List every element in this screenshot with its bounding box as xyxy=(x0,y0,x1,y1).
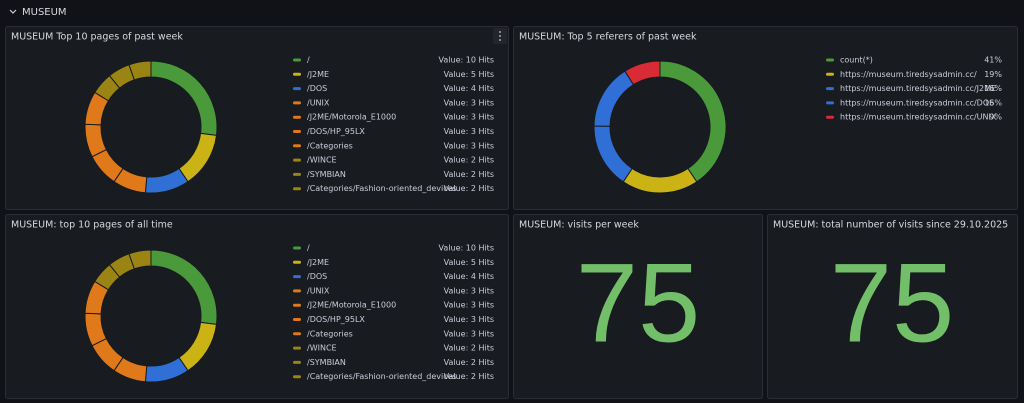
panel-title: MUSEUM: visits per week xyxy=(519,220,639,231)
stat-value: 75 xyxy=(576,241,701,366)
legend-swatch xyxy=(826,87,834,91)
legend-value: Value: 3 Hits xyxy=(444,329,494,338)
legend-value: Value: 3 Hits xyxy=(444,301,494,310)
legend-label: https://museum.tiredsysadmin.cc/ xyxy=(840,70,977,79)
legend-label: /Categories xyxy=(307,329,353,338)
legend-label: /UNIX xyxy=(307,286,330,295)
legend-value: Value: 2 Hits xyxy=(444,344,494,353)
legend-value: Value: 5 Hits xyxy=(444,70,494,79)
section-title[interactable]: MUSEUM xyxy=(22,7,67,18)
legend-label: count(*) xyxy=(840,56,873,65)
legend-label: https://museum.tiredsysadmin.cc/UNIX xyxy=(840,113,997,122)
legend-value: 16% xyxy=(984,84,1002,93)
menu-dot xyxy=(499,39,501,41)
legend-swatch xyxy=(826,101,834,105)
legend-swatch xyxy=(293,318,301,321)
legend-value: 19% xyxy=(984,70,1002,79)
legend-value: 41% xyxy=(984,56,1002,65)
legend-label: /J2ME/Motorola_E1000 xyxy=(307,113,396,122)
panel xyxy=(5,26,509,210)
legend-label: / xyxy=(307,56,310,65)
legend-value: Value: 2 Hits xyxy=(444,184,494,193)
legend-value: Value: 2 Hits xyxy=(444,156,494,165)
legend-swatch xyxy=(293,260,301,264)
menu-dot xyxy=(499,35,501,37)
legend-label: /J2ME/Motorola_E1000 xyxy=(307,301,396,310)
legend-swatch xyxy=(293,87,301,91)
panel xyxy=(5,214,509,399)
legend-label: / xyxy=(307,244,310,253)
legend-swatch xyxy=(293,303,301,307)
legend-swatch xyxy=(293,101,301,105)
legend-swatch xyxy=(293,360,301,364)
legend-swatch xyxy=(826,58,834,62)
legend-swatch xyxy=(293,58,301,62)
legend-label: /J2ME xyxy=(307,70,329,79)
legend-swatch xyxy=(826,72,834,76)
legend-value: Value: 10 Hits xyxy=(439,56,494,65)
legend-value: Value: 3 Hits xyxy=(444,286,494,295)
legend-label: /SYMBIAN xyxy=(307,170,346,179)
legend-value: Value: 4 Hits xyxy=(444,84,494,93)
legend-swatch xyxy=(293,346,301,350)
legend-swatch xyxy=(293,172,301,176)
legend-label: /DOS/HP_95LX xyxy=(307,127,365,136)
legend-swatch xyxy=(293,158,301,162)
stat-value: 75 xyxy=(830,241,955,366)
legend-label: /DOS xyxy=(307,272,327,281)
panel xyxy=(513,214,763,399)
legend-value: Value: 2 Hits xyxy=(444,372,494,381)
legend-value: Value: 3 Hits xyxy=(444,127,494,136)
legend-value: Value: 3 Hits xyxy=(444,315,494,324)
legend-value: Value: 3 Hits xyxy=(444,98,494,107)
legend-value: Value: 2 Hits xyxy=(444,358,494,367)
legend-label: /Categories/Fashion-oriented_devices xyxy=(307,184,457,193)
legend-value: Value: 3 Hits xyxy=(444,141,494,150)
legend-swatch xyxy=(826,115,834,119)
legend-swatch xyxy=(293,130,301,133)
panel-title: MUSEUM: Top 5 referers of past week xyxy=(519,32,697,43)
legend-swatch xyxy=(293,332,301,336)
legend-label: /Categories/Fashion-oriented_devices xyxy=(307,372,457,381)
legend-label: /WINCE xyxy=(307,156,337,165)
panel-title: MUSEUM Top 10 pages of past week xyxy=(11,32,183,43)
legend-value: Value: 4 Hits xyxy=(444,272,494,281)
legend-swatch xyxy=(293,187,301,191)
menu-dot xyxy=(499,31,501,33)
legend-swatch xyxy=(293,144,301,148)
legend-label: /Categories xyxy=(307,141,353,150)
legend-label: /DOS/HP_95LX xyxy=(307,315,365,324)
legend-label: /SYMBIAN xyxy=(307,358,346,367)
legend-swatch xyxy=(293,246,301,250)
legend-value: 9% xyxy=(989,113,1002,122)
legend-swatch xyxy=(293,72,301,76)
collapse-icon[interactable] xyxy=(9,9,17,14)
legend-value: Value: 5 Hits xyxy=(444,258,494,267)
legend-swatch xyxy=(293,289,301,293)
legend-value: Value: 10 Hits xyxy=(439,244,494,253)
legend-value: Value: 2 Hits xyxy=(444,170,494,179)
legend-swatch xyxy=(293,375,301,379)
panel-title: MUSEUM: total number of visits since 29.… xyxy=(773,220,1008,231)
donut-slice xyxy=(128,249,152,270)
legend-swatch xyxy=(293,115,301,119)
legend-label: /DOS xyxy=(307,84,327,93)
legend-label: /J2ME xyxy=(307,258,329,267)
legend-label: /WINCE xyxy=(307,344,337,353)
donut-slice xyxy=(624,60,661,86)
legend-label: https://museum.tiredsysadmin.cc/DOS xyxy=(840,98,994,107)
legend-label: /UNIX xyxy=(307,98,330,107)
legend-value: 16% xyxy=(984,98,1002,107)
legend-label: https://museum.tiredsysadmin.cc/J2ME xyxy=(840,84,996,93)
legend-swatch xyxy=(293,275,301,279)
panel-title: MUSEUM: top 10 pages of all time xyxy=(11,220,173,231)
legend-value: Value: 3 Hits xyxy=(444,113,494,122)
panel xyxy=(767,214,1018,399)
donut-slice xyxy=(128,60,152,81)
